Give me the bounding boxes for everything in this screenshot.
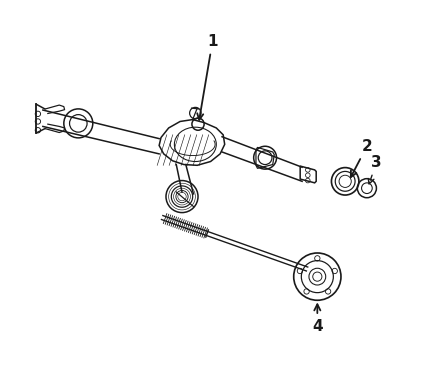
Text: 1: 1	[197, 34, 218, 120]
Text: 3: 3	[368, 155, 382, 184]
Text: 2: 2	[351, 139, 372, 177]
Text: 4: 4	[312, 304, 323, 334]
